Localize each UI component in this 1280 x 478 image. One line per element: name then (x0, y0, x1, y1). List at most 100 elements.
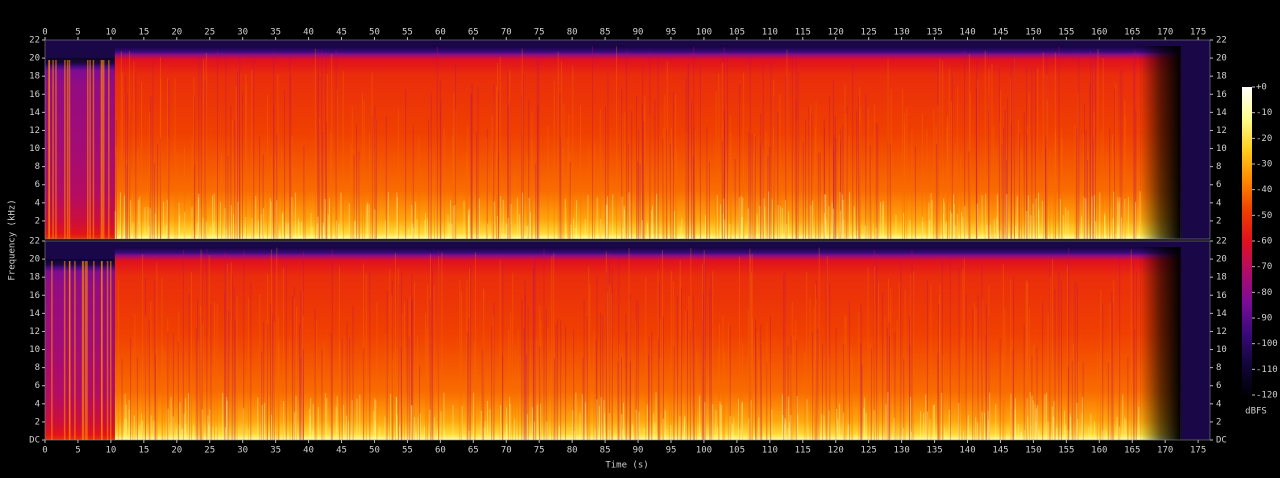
x-tick-label: 65 (468, 28, 479, 38)
x-tick-label: 115 (795, 28, 811, 38)
x-tick-label: 120 (828, 28, 844, 38)
x-tick-label: 150 (1025, 446, 1041, 456)
x-tick-label: 85 (600, 28, 611, 38)
x-tick-label: 160 (1091, 28, 1107, 38)
x-tick-label: 90 (633, 28, 644, 38)
x-tick-label: 60 (435, 28, 446, 38)
fade-mask (1140, 247, 1181, 440)
x-tick-label: 85 (600, 446, 611, 456)
y-tick-label: 16 (1216, 90, 1227, 100)
y-tick-label: DC (29, 436, 40, 446)
x-tick-label: 70 (501, 446, 512, 456)
x-tick-label: 75 (534, 446, 545, 456)
x-tick-label: 100 (696, 446, 712, 456)
y-tick-label: 12 (1216, 126, 1227, 136)
channel-0 (44, 39, 1211, 240)
colorbar-tick-label: -60 (1256, 237, 1272, 247)
x-tick-label: 90 (633, 446, 644, 456)
y-tick-label: 10 (29, 144, 40, 154)
x-tick-label: 100 (696, 28, 712, 38)
y-tick-label: 16 (29, 90, 40, 100)
x-tick-label: 70 (501, 28, 512, 38)
y-tick-label: 14 (1216, 108, 1227, 118)
x-tick-label: 0 (42, 28, 47, 38)
main-region (114, 46, 1141, 239)
y-tick-label: 20 (29, 255, 40, 265)
y-tick-label: 2 (1216, 417, 1221, 427)
colorbar-tick-label: -110 (1256, 365, 1278, 375)
x-tick-label: 20 (171, 446, 182, 456)
x-tick-label: 45 (336, 28, 347, 38)
x-tick-label: 105 (729, 28, 745, 38)
colorbar-tick-label: -120 (1256, 391, 1278, 401)
x-tick-label: 155 (1058, 446, 1074, 456)
x-tick-label: 145 (992, 446, 1008, 456)
y-tick-label: 12 (29, 126, 40, 136)
x-tick-label: 110 (762, 28, 778, 38)
x-tick-label: 55 (402, 28, 413, 38)
y-tick-label: 12 (1216, 327, 1227, 337)
y-tick-label: 20 (1216, 54, 1227, 64)
x-tick-label: 165 (1124, 446, 1140, 456)
y-tick-label: 6 (1216, 381, 1221, 391)
y-tick-label: 18 (1216, 273, 1227, 283)
x-tick-label: 125 (861, 28, 877, 38)
y-tick-label: 4 (1216, 399, 1221, 409)
y-tick-label: 8 (1216, 162, 1221, 172)
x-tick-label: 65 (468, 446, 479, 456)
y-tick-label: 10 (29, 345, 40, 355)
colorbar-tick-label: -20 (1256, 134, 1272, 144)
x-tick-label: 45 (336, 446, 347, 456)
y-tick-label: 2 (35, 417, 40, 427)
plot-frame (44, 39, 1211, 240)
colorbar-tick-label: -30 (1256, 160, 1272, 170)
colorbar-tick-label: -80 (1256, 288, 1272, 298)
colorbar-tick-label: -100 (1256, 339, 1278, 349)
x-tick-label: 15 (138, 446, 149, 456)
y-tick-label: 14 (1216, 309, 1227, 319)
channel-1 (44, 240, 1211, 441)
y-tick-label: 18 (29, 72, 40, 82)
x-tick-label: 5 (75, 28, 80, 38)
y-tick-label: 6 (35, 180, 40, 190)
colorbar-tick-label: -40 (1256, 185, 1272, 195)
colorbar-tick-label: +0 (1256, 83, 1267, 93)
y-axis-label: Frequency (kHz) (8, 199, 18, 280)
y-tick-label: 18 (29, 273, 40, 283)
x-tick-label: 95 (666, 28, 677, 38)
x-tick-label: 50 (369, 446, 380, 456)
x-axis-label: Time (s) (605, 461, 648, 471)
colorbar-tick-label: -70 (1256, 262, 1272, 272)
x-tick-label: 135 (926, 28, 942, 38)
x-tick-label: 5 (75, 446, 80, 456)
y-tick-label: 22 (1216, 36, 1227, 46)
y-tick-label: 8 (1216, 363, 1221, 373)
x-tick-label: 30 (237, 446, 248, 456)
x-tick-label: 20 (171, 28, 182, 38)
y-tick-label: 16 (29, 291, 40, 301)
colorbar-label: dBFS (1245, 407, 1267, 417)
x-tick-label: 150 (1025, 28, 1041, 38)
intro-region (45, 259, 115, 440)
x-tick-label: 95 (666, 446, 677, 456)
y-tick-label: 6 (35, 381, 40, 391)
y-tick-label: 8 (35, 162, 40, 172)
x-tick-label: 175 (1190, 28, 1206, 38)
y-tick-label: 20 (29, 54, 40, 64)
y-tick-label: 22 (29, 237, 40, 247)
y-tick-label: 20 (1216, 255, 1227, 265)
x-tick-label: 10 (105, 446, 116, 456)
main-region (114, 247, 1141, 440)
y-tick-label: 4 (1216, 198, 1221, 208)
colorbar-tick-label: -90 (1256, 314, 1272, 324)
x-tick-label: 135 (926, 446, 942, 456)
x-tick-label: 140 (959, 28, 975, 38)
x-tick-label: 40 (303, 446, 314, 456)
colorbar (1242, 87, 1252, 395)
y-tick-label: 10 (1216, 345, 1227, 355)
colorbar-tick-label: -10 (1256, 108, 1272, 118)
y-tick-label: 22 (1216, 237, 1227, 247)
y-tick-label: 2 (1216, 216, 1221, 226)
x-tick-label: 35 (270, 28, 281, 38)
